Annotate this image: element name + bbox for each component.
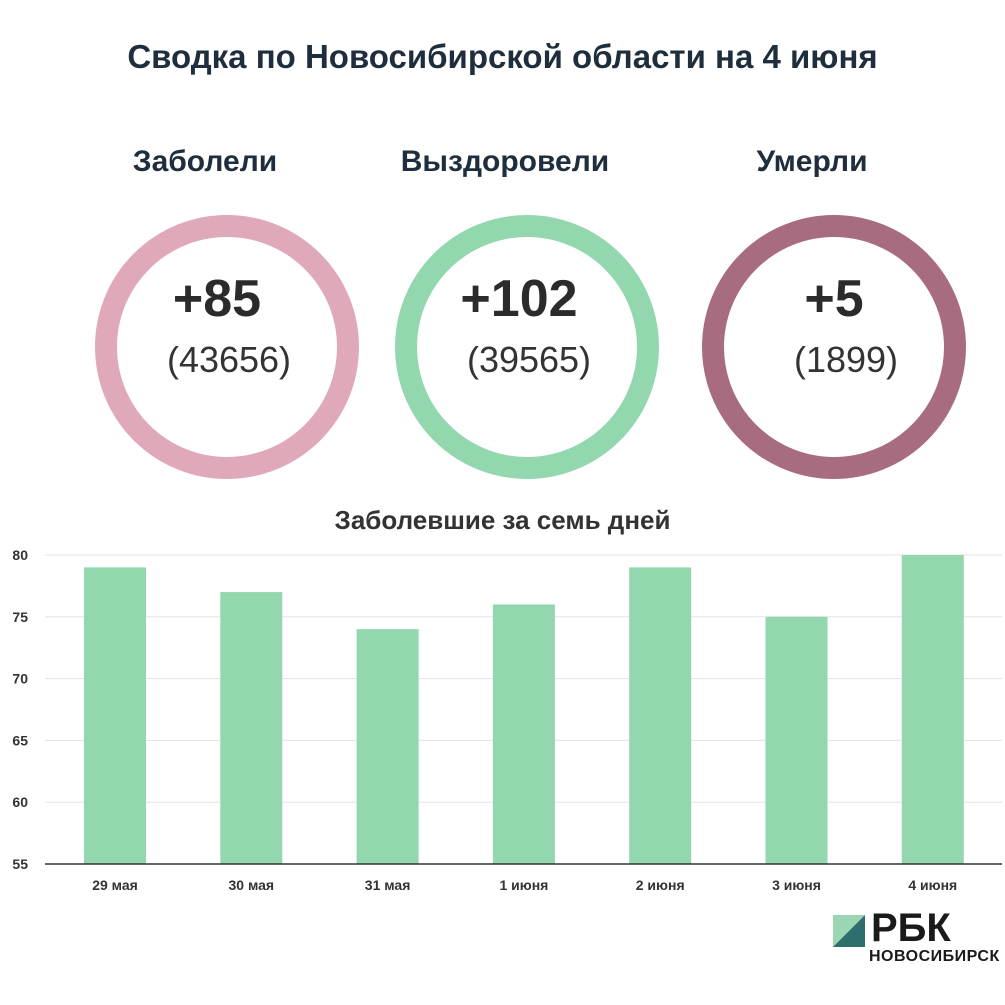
stat-total: (43656) bbox=[166, 339, 292, 380]
y-tick-label: 55 bbox=[12, 856, 28, 872]
y-tick-label: 65 bbox=[12, 732, 28, 748]
x-tick-label: 29 мая bbox=[92, 877, 138, 893]
x-tick-label: 1 июня bbox=[499, 877, 548, 893]
x-tick-label: 31 мая bbox=[365, 877, 411, 893]
stat-total: (39565) bbox=[466, 339, 592, 380]
bar bbox=[629, 567, 692, 864]
bar bbox=[765, 616, 828, 864]
x-tick-label: 3 июня bbox=[772, 877, 821, 893]
deaths-ring: +5 (1899) bbox=[702, 215, 966, 479]
bar bbox=[492, 604, 555, 864]
recovered-ring: +102 (39565) bbox=[395, 215, 659, 479]
stat-infected: Заболели +85 (43656) bbox=[55, 145, 359, 479]
bar bbox=[84, 567, 146, 864]
stat-delta: +5 bbox=[804, 270, 864, 328]
stat-label: Заболели bbox=[132, 145, 278, 178]
x-tick-label: 30 мая bbox=[229, 877, 275, 893]
stat-total: (1899) bbox=[793, 339, 899, 380]
infected-ring: +85 (43656) bbox=[95, 215, 359, 479]
stat-label: Умерли bbox=[756, 145, 868, 178]
stat-delta: +102 bbox=[460, 270, 578, 328]
logo-text: РБК bbox=[871, 906, 951, 950]
bar bbox=[220, 592, 283, 864]
x-tick-label: 4 июня bbox=[908, 877, 957, 893]
y-tick-label: 60 bbox=[12, 794, 28, 810]
logo-mark-icon bbox=[833, 915, 865, 947]
rbc-logo: РБК НОВОСИБИРСК bbox=[833, 906, 1000, 972]
stat-delta: +85 bbox=[172, 270, 262, 328]
bar-chart: 55 60 65 70 75 80 29 мая 30 мая 31 мая 1 июня 2 ию… bbox=[12, 547, 1002, 893]
y-tick-label: 80 bbox=[12, 547, 28, 563]
y-tick-label: 70 bbox=[12, 671, 28, 687]
y-tick-label: 75 bbox=[12, 609, 28, 625]
page-title: Сводка по Новосибирской области на 4 июн… bbox=[127, 38, 878, 75]
stat-deaths: Умерли +5 (1899) bbox=[662, 145, 966, 479]
x-tick-label: 2 июня bbox=[636, 877, 685, 893]
stat-recovered: Выздоровели +102 (39565) bbox=[355, 145, 659, 479]
logo-subtitle: НОВОСИБИРСК bbox=[869, 948, 1000, 965]
bar bbox=[901, 555, 964, 864]
bar bbox=[356, 629, 419, 864]
chart-title: Заболевшие за семь дней bbox=[334, 505, 671, 535]
stat-label: Выздоровели bbox=[400, 145, 610, 178]
